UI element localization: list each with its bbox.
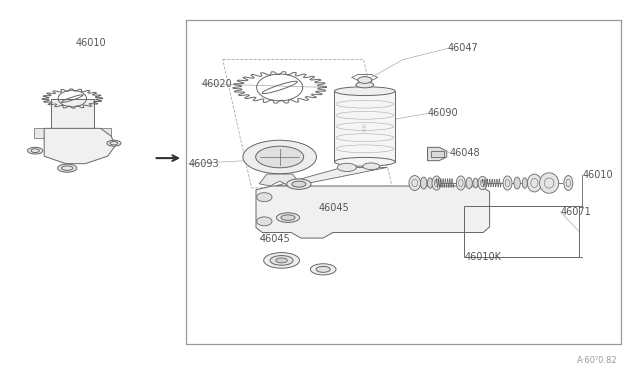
- Polygon shape: [428, 147, 447, 161]
- Ellipse shape: [276, 258, 287, 263]
- Ellipse shape: [420, 177, 427, 189]
- Text: 46093: 46093: [189, 159, 220, 169]
- Ellipse shape: [107, 140, 121, 146]
- Ellipse shape: [256, 146, 304, 168]
- Polygon shape: [259, 174, 300, 186]
- Bar: [431, 151, 444, 157]
- Text: FIN: FIN: [362, 122, 367, 131]
- Bar: [464, 206, 579, 257]
- Text: 46010: 46010: [582, 170, 613, 180]
- Ellipse shape: [270, 256, 293, 265]
- Ellipse shape: [334, 157, 395, 166]
- Bar: [51, 99, 94, 128]
- Polygon shape: [44, 128, 116, 164]
- Bar: [186, 20, 621, 344]
- Ellipse shape: [310, 264, 336, 275]
- Ellipse shape: [503, 176, 512, 190]
- Ellipse shape: [243, 140, 317, 174]
- Ellipse shape: [456, 176, 465, 190]
- Ellipse shape: [540, 173, 559, 193]
- Ellipse shape: [409, 176, 420, 190]
- Ellipse shape: [466, 177, 472, 189]
- Text: 46047: 46047: [448, 44, 479, 53]
- Bar: [334, 91, 395, 162]
- Bar: [100, 128, 111, 138]
- Text: 46045: 46045: [319, 203, 349, 213]
- Ellipse shape: [337, 163, 356, 171]
- Ellipse shape: [358, 77, 372, 83]
- Text: 46090: 46090: [428, 109, 458, 118]
- Ellipse shape: [58, 164, 77, 172]
- Ellipse shape: [432, 176, 441, 190]
- Text: 46048: 46048: [450, 148, 481, 157]
- Ellipse shape: [564, 176, 573, 190]
- Text: 46071: 46071: [561, 207, 591, 217]
- Bar: [34, 128, 44, 138]
- Ellipse shape: [473, 178, 478, 188]
- Polygon shape: [256, 186, 490, 238]
- Ellipse shape: [478, 176, 487, 190]
- Ellipse shape: [522, 178, 527, 188]
- Text: 46045: 46045: [260, 234, 291, 244]
- Text: 46010K: 46010K: [465, 252, 502, 262]
- Ellipse shape: [28, 147, 43, 154]
- Ellipse shape: [316, 266, 330, 272]
- Ellipse shape: [514, 177, 520, 189]
- Circle shape: [257, 217, 272, 226]
- Ellipse shape: [334, 87, 395, 96]
- Circle shape: [257, 193, 272, 202]
- Text: A·60ˀ0.82: A·60ˀ0.82: [577, 356, 618, 365]
- Ellipse shape: [276, 213, 300, 222]
- Text: 46020: 46020: [202, 79, 232, 89]
- Ellipse shape: [428, 178, 433, 188]
- Ellipse shape: [287, 179, 311, 189]
- Ellipse shape: [292, 181, 306, 187]
- Text: 46010: 46010: [76, 38, 106, 48]
- Ellipse shape: [281, 215, 295, 220]
- Ellipse shape: [527, 174, 541, 192]
- Ellipse shape: [363, 163, 380, 170]
- Polygon shape: [275, 167, 387, 186]
- Ellipse shape: [356, 82, 374, 88]
- Ellipse shape: [264, 253, 300, 268]
